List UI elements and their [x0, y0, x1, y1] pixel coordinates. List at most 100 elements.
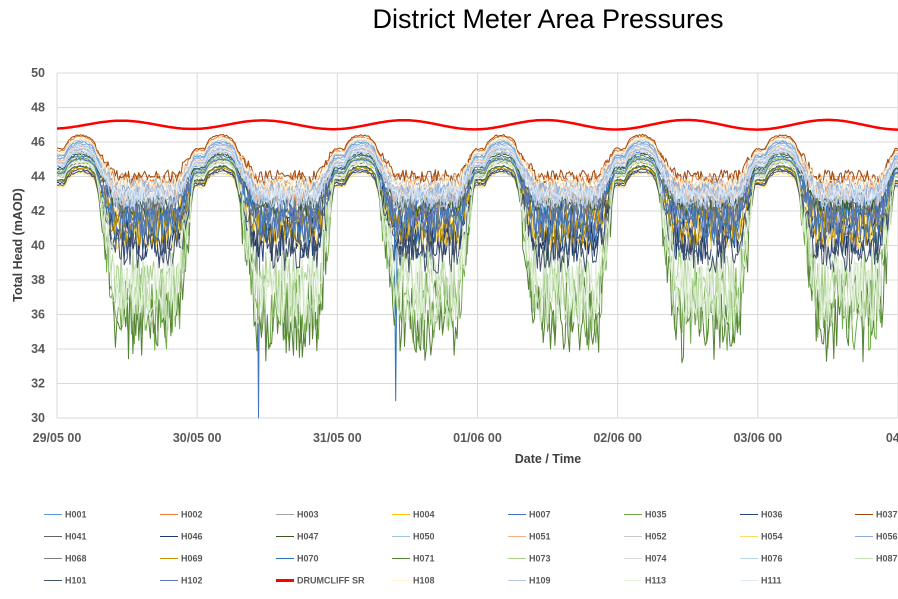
legend-swatch — [44, 580, 62, 582]
legend-label: H102 — [181, 575, 203, 586]
x-tick-label: 31/05 00 — [313, 431, 362, 445]
legend: H001 H002 H003 H004 H007 H035 H036 H037 H041 H046… — [0, 500, 898, 599]
legend-swatch — [160, 580, 178, 582]
x-tick-label: 02/06 00 — [593, 431, 642, 445]
legend-swatch — [740, 558, 758, 560]
series-line-h111 — [56, 145, 898, 202]
legend-item: H087 — [855, 553, 898, 567]
legend-item: H003 — [276, 509, 319, 523]
series-line-h054 — [56, 171, 898, 250]
series-line-h036 — [56, 168, 898, 263]
series-line-h071 — [56, 164, 898, 364]
series-line-h037 — [56, 133, 898, 184]
legend-item: H076 — [740, 553, 783, 567]
legend-item: H068 — [44, 553, 87, 567]
series-line-h076 — [56, 149, 898, 208]
legend-swatch — [508, 580, 526, 582]
legend-label: H036 — [761, 509, 783, 520]
legend-label: H047 — [297, 531, 319, 542]
y-axis-ticks: 30 32 34 36 38 40 42 44 46 48 50 — [31, 66, 45, 425]
legend-item: H074 — [624, 553, 667, 567]
legend-item: H002 — [160, 509, 203, 523]
legend-swatch — [276, 536, 294, 538]
y-tick-label: 40 — [31, 239, 45, 253]
legend-item: H056 — [855, 531, 898, 545]
legend-swatch — [740, 514, 758, 516]
series-line-drumcliff-sr — [57, 118, 898, 131]
legend-swatch — [392, 514, 410, 516]
legend-item: DRUMCLIFF SR — [276, 575, 365, 589]
legend-item: H070 — [276, 553, 319, 567]
legend-item: H050 — [392, 531, 435, 545]
series-line-h108 — [56, 137, 898, 191]
series-line-h056 — [56, 142, 898, 196]
legend-label: H109 — [529, 575, 551, 586]
legend-swatch — [392, 580, 410, 582]
legend-item: H037 — [855, 509, 898, 523]
legend-label: H074 — [645, 553, 667, 564]
legend-swatch — [392, 558, 410, 560]
legend-swatch — [624, 580, 642, 582]
legend-item: H046 — [160, 531, 203, 545]
legend-label: H101 — [65, 575, 87, 586]
legend-label: H002 — [181, 509, 203, 520]
legend-swatch — [855, 514, 873, 516]
legend-swatch — [740, 580, 758, 582]
y-tick-label: 34 — [31, 342, 45, 356]
legend-item: H102 — [160, 575, 203, 589]
series-lines — [56, 118, 898, 419]
legend-swatch — [855, 558, 873, 560]
y-tick-label: 36 — [31, 308, 45, 322]
legend-label: H070 — [297, 553, 319, 564]
legend-label: H041 — [65, 531, 87, 542]
series-line-h052 — [56, 138, 898, 193]
legend-label: H068 — [65, 553, 87, 564]
y-tick-label: 44 — [31, 170, 45, 184]
legend-swatch — [44, 514, 62, 516]
legend-swatch — [160, 558, 178, 560]
legend-label: H035 — [645, 509, 667, 520]
legend-label: H052 — [645, 531, 667, 542]
legend-swatch — [276, 514, 294, 516]
legend-swatch — [44, 536, 62, 538]
x-axis-title: Date / Time — [515, 452, 582, 466]
legend-label: H111 — [761, 575, 782, 586]
y-tick-label: 50 — [31, 66, 45, 80]
legend-label: H087 — [876, 553, 898, 564]
legend-item: H073 — [508, 553, 551, 567]
legend-label: DRUMCLIFF SR — [297, 575, 365, 586]
legend-item: H004 — [392, 509, 435, 523]
y-tick-label: 32 — [31, 377, 45, 391]
legend-label: H056 — [876, 531, 898, 542]
legend-item: H069 — [160, 553, 203, 567]
legend-label: H069 — [181, 553, 203, 564]
x-tick-label: 29/05 00 — [33, 431, 82, 445]
legend-item: H052 — [624, 531, 667, 545]
legend-item: H113 — [624, 575, 666, 589]
legend-label: H071 — [413, 553, 435, 564]
legend-swatch — [855, 536, 873, 538]
legend-swatch — [624, 558, 642, 560]
y-tick-label: 48 — [31, 101, 45, 115]
legend-item: H111 — [740, 575, 782, 589]
legend-swatch — [624, 514, 642, 516]
legend-item: H109 — [508, 575, 551, 589]
series-line-h074 — [56, 150, 898, 200]
legend-item: H001 — [44, 509, 87, 523]
legend-swatch — [160, 536, 178, 538]
y-tick-label: 42 — [31, 204, 45, 218]
series-line-h001 — [56, 140, 898, 212]
x-axis-ticks: 29/05 00 30/05 00 31/05 00 01/06 00 02/06 00… — [33, 431, 898, 445]
x-tick-label: 03/06 00 — [733, 431, 782, 445]
legend-swatch — [44, 558, 62, 560]
legend-swatch — [276, 558, 294, 560]
legend-item: H035 — [624, 509, 667, 523]
legend-item: H036 — [740, 509, 783, 523]
legend-swatch — [508, 514, 526, 516]
legend-label: H113 — [645, 575, 667, 586]
y-tick-label: 38 — [31, 273, 45, 287]
legend-item: H047 — [276, 531, 319, 545]
legend-item: H041 — [44, 531, 87, 545]
plot-area: 30 32 34 36 38 40 42 44 46 48 50 29/05 00 30/05 00 3… — [11, 66, 898, 466]
x-tick-label: 30/05 00 — [173, 431, 222, 445]
